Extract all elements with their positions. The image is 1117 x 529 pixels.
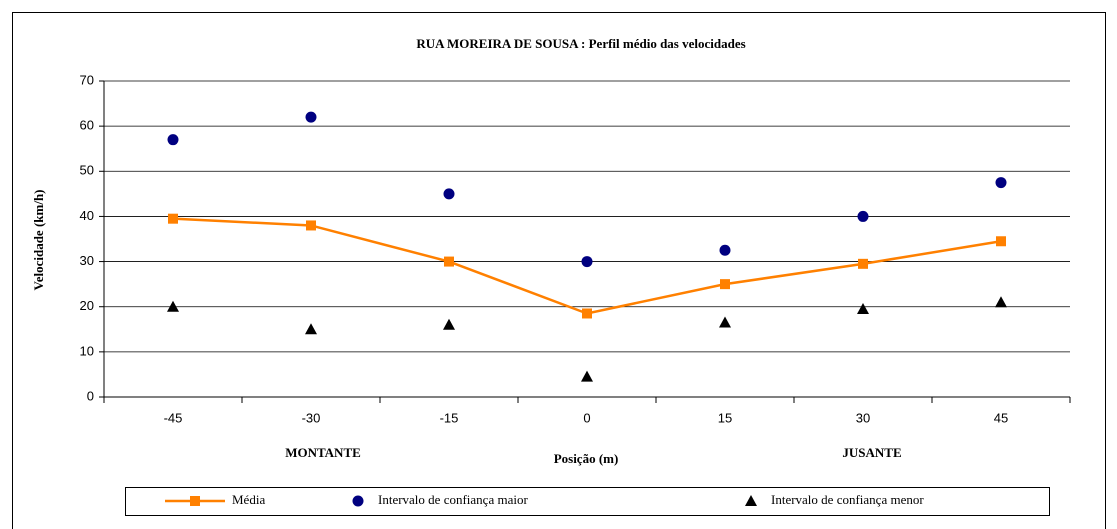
y-tick-label: 70 (80, 72, 94, 87)
data-point (582, 308, 592, 319)
y-axis-label: Velocidade (km/h) (31, 190, 46, 291)
data-point (720, 279, 730, 290)
y-tick-label: 0 (87, 388, 94, 403)
data-point (857, 210, 869, 222)
data-point (167, 134, 179, 146)
annotation: MONTANTE (285, 445, 361, 460)
data-point (168, 213, 178, 224)
data-point (857, 302, 869, 314)
chart-title: RUA MOREIRA DE SOUSA : Perfil médio das … (416, 36, 745, 51)
data-point (858, 258, 868, 269)
data-point (443, 188, 455, 200)
x-tick-label: 15 (718, 410, 732, 425)
x-tick-label: -30 (302, 410, 321, 425)
legend-marker (745, 495, 757, 506)
y-tick-label: 60 (80, 118, 94, 133)
data-point (719, 316, 731, 328)
data-point (444, 256, 454, 267)
data-point (443, 318, 455, 330)
legend-label: Intervalo de confiança maior (378, 492, 528, 507)
y-tick-label: 50 (80, 163, 94, 178)
x-tick-label: -45 (164, 410, 183, 425)
legend-marker (190, 496, 200, 506)
x-tick-label: 30 (856, 410, 870, 425)
y-tick-label: 30 (80, 253, 94, 268)
data-point (305, 323, 317, 335)
data-point (581, 256, 593, 268)
legend (125, 487, 1050, 516)
data-point (719, 244, 731, 256)
data-point (306, 220, 316, 231)
y-tick-label: 40 (80, 208, 94, 223)
legend-marker (352, 495, 364, 507)
data-point (167, 300, 179, 312)
annotation: JUSANTE (842, 445, 901, 460)
data-point (995, 177, 1007, 189)
x-axis-label: Posição (m) (554, 451, 619, 466)
chart-frame (12, 12, 1106, 529)
legend-label: Intervalo de confiança menor (771, 492, 924, 507)
data-point (995, 296, 1007, 308)
legend-label: Média (232, 492, 265, 507)
y-tick-label: 20 (80, 298, 94, 313)
x-tick-label: 45 (994, 410, 1008, 425)
data-point (581, 370, 593, 382)
data-point (996, 236, 1006, 247)
data-point (305, 111, 317, 123)
x-tick-label: 0 (583, 410, 590, 425)
y-tick-label: 10 (80, 343, 94, 358)
x-tick-label: -15 (440, 410, 459, 425)
